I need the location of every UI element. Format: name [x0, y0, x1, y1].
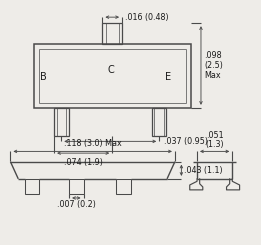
Bar	[54, 108, 68, 136]
Bar	[69, 179, 84, 194]
Bar	[152, 108, 167, 136]
Text: .007 (0.2): .007 (0.2)	[57, 200, 96, 209]
Text: C: C	[108, 65, 114, 75]
Text: .051
(1.3): .051 (1.3)	[205, 131, 224, 149]
Text: .118 (3.0) Max: .118 (3.0) Max	[64, 139, 122, 148]
Text: .016 (0.48): .016 (0.48)	[125, 13, 168, 22]
Bar	[116, 179, 130, 194]
Text: .037 (0.95): .037 (0.95)	[164, 137, 208, 146]
Text: .098
(2.5)
Max: .098 (2.5) Max	[204, 51, 223, 80]
Text: .074 (1.9): .074 (1.9)	[64, 158, 103, 167]
Bar	[25, 179, 39, 194]
Text: B: B	[40, 72, 46, 82]
Bar	[34, 44, 191, 108]
Bar	[102, 23, 122, 44]
Text: .043 (1.1): .043 (1.1)	[184, 166, 223, 175]
Text: E: E	[165, 72, 171, 82]
